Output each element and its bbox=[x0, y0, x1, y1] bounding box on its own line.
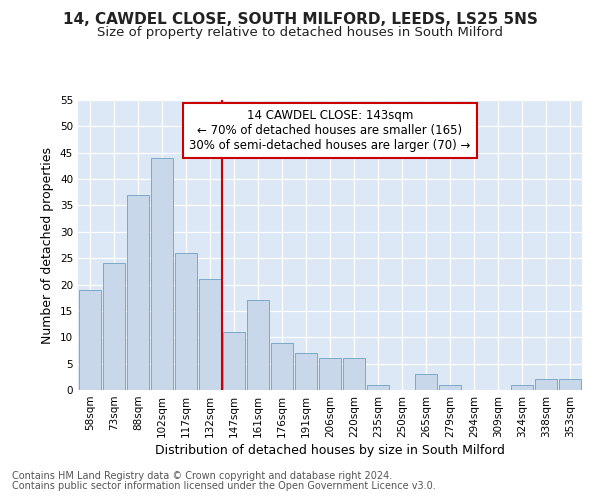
Bar bbox=[415, 374, 437, 390]
Text: Size of property relative to detached houses in South Milford: Size of property relative to detached ho… bbox=[97, 26, 503, 39]
Bar bbox=[343, 358, 365, 390]
Bar bbox=[151, 158, 173, 390]
Text: Contains public sector information licensed under the Open Government Licence v3: Contains public sector information licen… bbox=[12, 481, 436, 491]
Bar bbox=[535, 380, 557, 390]
Bar bbox=[511, 384, 533, 390]
Text: Contains HM Land Registry data © Crown copyright and database right 2024.: Contains HM Land Registry data © Crown c… bbox=[12, 471, 392, 481]
Y-axis label: Number of detached properties: Number of detached properties bbox=[41, 146, 55, 344]
Bar bbox=[79, 290, 101, 390]
Text: 14, CAWDEL CLOSE, SOUTH MILFORD, LEEDS, LS25 5NS: 14, CAWDEL CLOSE, SOUTH MILFORD, LEEDS, … bbox=[62, 12, 538, 28]
Bar bbox=[319, 358, 341, 390]
Bar bbox=[103, 264, 125, 390]
Bar bbox=[199, 280, 221, 390]
Bar bbox=[559, 380, 581, 390]
Bar bbox=[247, 300, 269, 390]
Bar bbox=[271, 342, 293, 390]
Text: 14 CAWDEL CLOSE: 143sqm
← 70% of detached houses are smaller (165)
30% of semi-d: 14 CAWDEL CLOSE: 143sqm ← 70% of detache… bbox=[190, 108, 470, 152]
Bar bbox=[367, 384, 389, 390]
Bar bbox=[295, 353, 317, 390]
Bar bbox=[439, 384, 461, 390]
X-axis label: Distribution of detached houses by size in South Milford: Distribution of detached houses by size … bbox=[155, 444, 505, 457]
Bar bbox=[223, 332, 245, 390]
Bar bbox=[127, 195, 149, 390]
Bar bbox=[175, 253, 197, 390]
